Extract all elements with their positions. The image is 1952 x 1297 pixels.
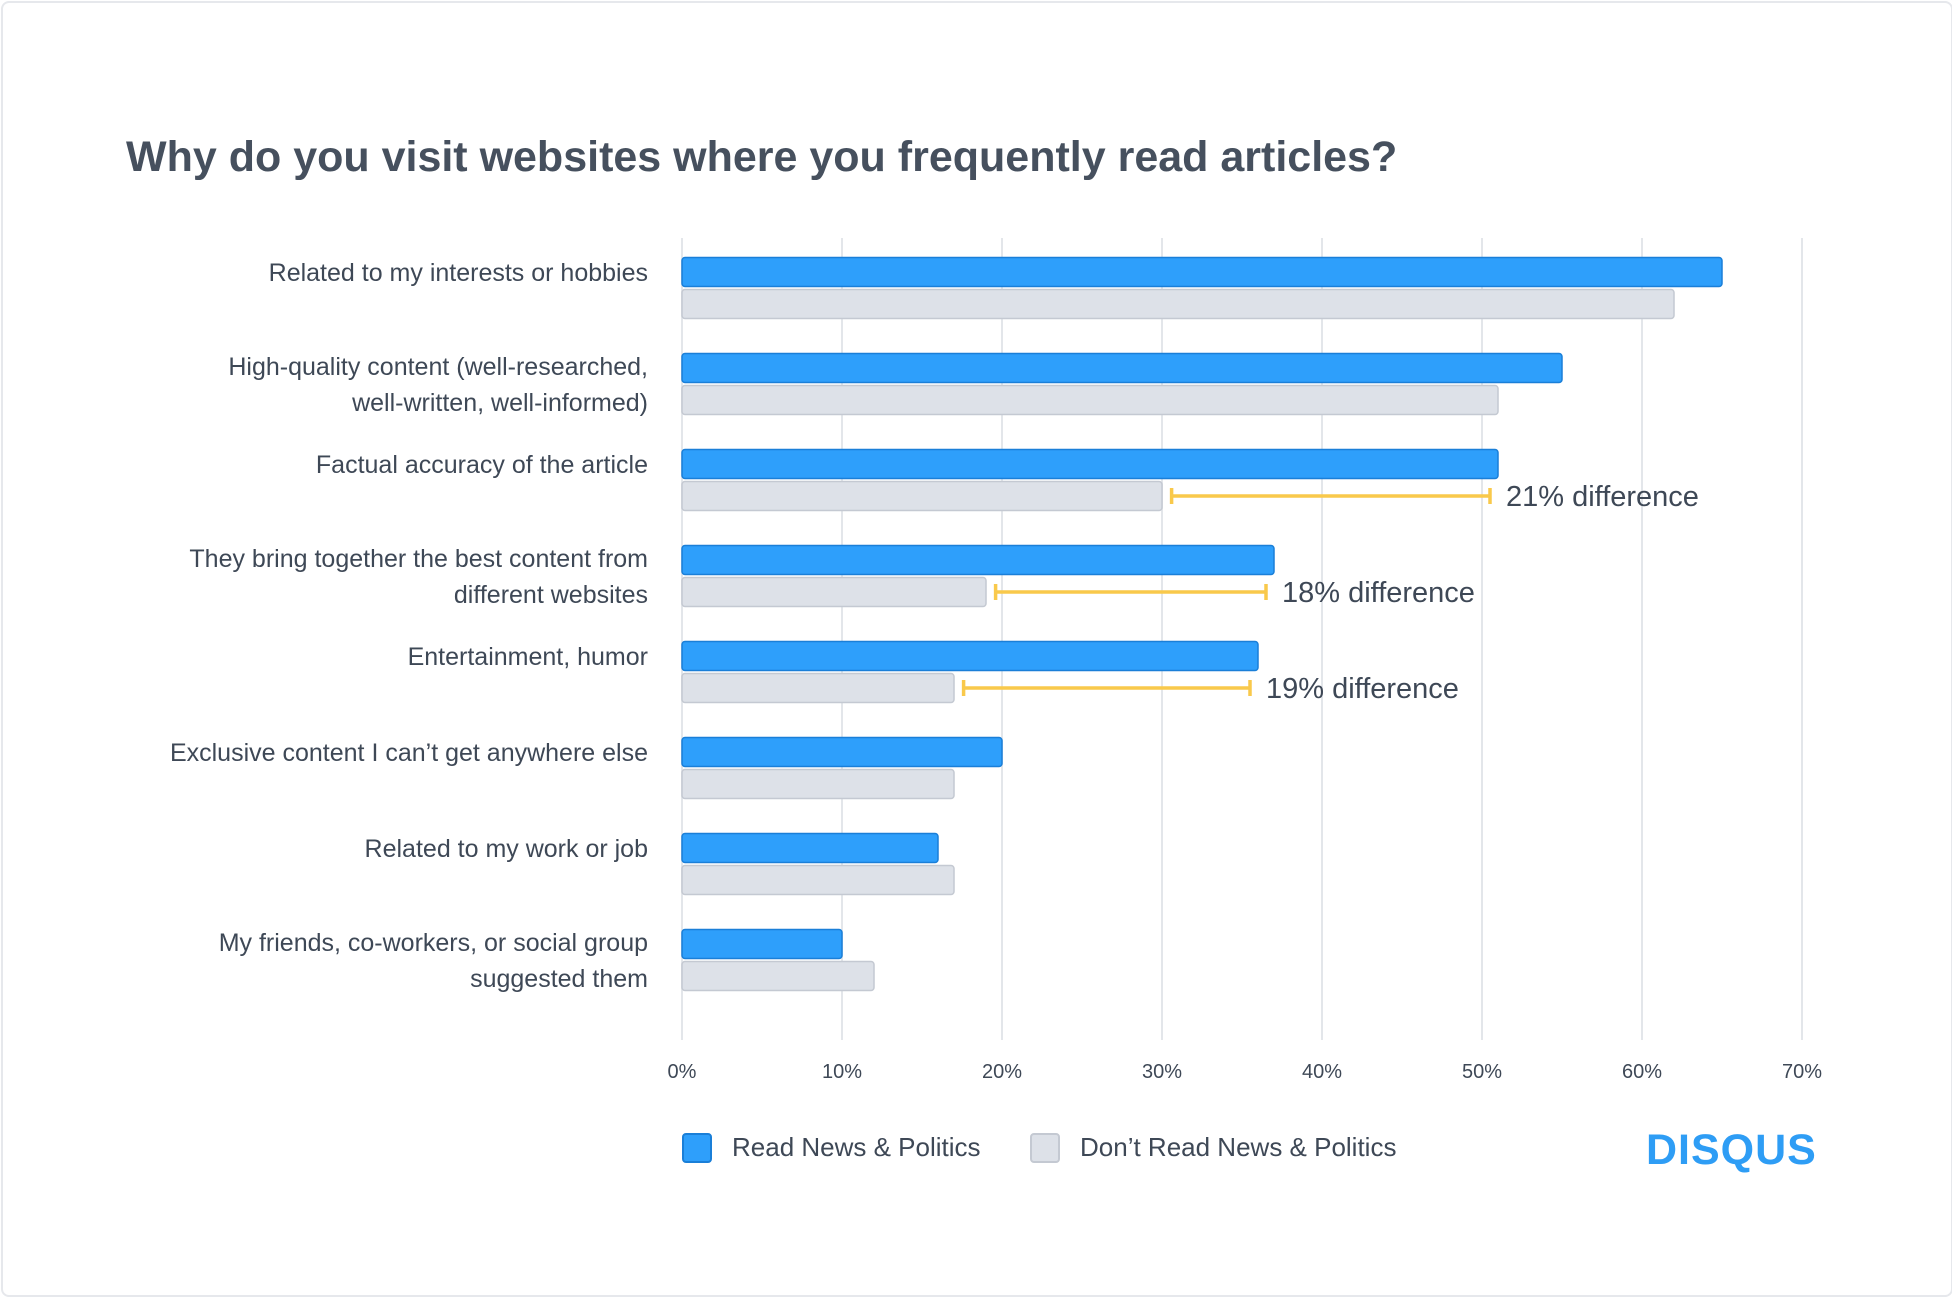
x-tick-label: 60% <box>1622 1061 1662 1083</box>
bar-dont-read-news <box>681 576 987 608</box>
bar-read-news <box>681 544 1275 576</box>
bar-dont-read-news <box>681 768 955 800</box>
category-label: Related to my work or job <box>365 835 648 863</box>
x-tick-label: 20% <box>982 1061 1022 1083</box>
x-tick-label: 50% <box>1462 1061 1502 1083</box>
legend-swatch-read <box>682 1132 712 1163</box>
x-tick-label: 0% <box>668 1061 697 1083</box>
bar-dont-read-news <box>681 480 1163 512</box>
bar-read-news <box>681 640 1259 672</box>
bar-read-news <box>681 736 1003 768</box>
bar-read-news <box>681 352 1563 384</box>
difference-label: 19% difference <box>1266 673 1459 705</box>
bar-dont-read-news <box>681 288 1675 320</box>
difference-label: 18% difference <box>1282 577 1475 609</box>
category-label: Related to my interests or hobbies <box>269 259 648 287</box>
disqus-logo: DISQUS <box>1646 1126 1817 1174</box>
bar-dont-read-news <box>681 960 875 992</box>
legend-item-read: Read News & Politics <box>682 1132 981 1163</box>
category-label: My friends, co-workers, or social group <box>219 929 648 957</box>
x-tick-label: 30% <box>1142 1061 1182 1083</box>
legend-swatch-dont-read <box>1030 1132 1060 1163</box>
legend-item-dont-read: Don’t Read News & Politics <box>1030 1132 1396 1163</box>
x-tick-label: 10% <box>822 1061 862 1083</box>
category-label: different websites <box>454 581 648 609</box>
category-label: Exclusive content I can’t get anywhere e… <box>170 739 648 767</box>
bar-read-news <box>681 256 1723 288</box>
bar-dont-read-news <box>681 864 955 896</box>
category-label: Factual accuracy of the article <box>316 451 648 479</box>
bar-read-news <box>681 832 939 864</box>
x-tick-label: 40% <box>1302 1061 1342 1083</box>
chart-title: Why do you visit websites where you freq… <box>126 133 1398 181</box>
difference-label: 21% difference <box>1506 481 1699 513</box>
category-label: well-written, well-informed) <box>351 389 648 417</box>
x-tick-label: 70% <box>1782 1061 1822 1083</box>
category-label: High-quality content (well-researched, <box>228 353 648 381</box>
category-label: They bring together the best content fro… <box>189 545 648 573</box>
bar-read-news <box>681 448 1499 480</box>
category-label: Entertainment, humor <box>408 643 648 671</box>
legend-label-read: Read News & Politics <box>732 1132 981 1162</box>
bar-read-news <box>681 928 843 960</box>
bar-dont-read-news <box>681 672 955 704</box>
bar-dont-read-news <box>681 384 1499 416</box>
legend-label-dont-read: Don’t Read News & Politics <box>1080 1132 1397 1162</box>
category-label: suggested them <box>470 965 648 993</box>
